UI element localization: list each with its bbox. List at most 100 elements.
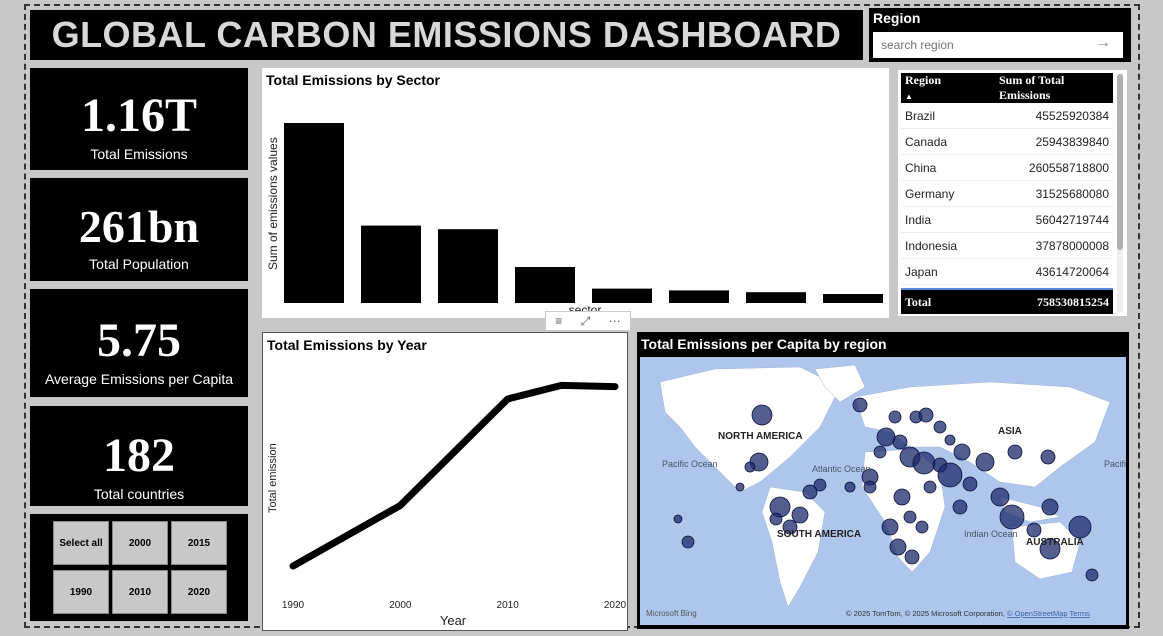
- map-bubble[interactable]: [881, 518, 899, 536]
- per-capita-map[interactable]: Total Emissions per Capita by region NOR…: [637, 332, 1129, 629]
- sector-chart-svg: Sum of emissions values sector: [266, 123, 883, 317]
- sector-bar-chart[interactable]: Total Emissions by Sector Sum of emissio…: [262, 68, 889, 318]
- map-bubble[interactable]: [975, 452, 995, 472]
- region-search-slicer: Region →: [869, 8, 1131, 62]
- map-bubble[interactable]: [751, 404, 773, 426]
- map-bubble[interactable]: [802, 484, 818, 500]
- map-bubble[interactable]: [888, 410, 902, 424]
- sector-bar[interactable]: [361, 225, 421, 303]
- map-canvas[interactable]: NORTH AMERICA SOUTH AMERICA ASIA AUSTRAL…: [640, 357, 1126, 625]
- map-bubble[interactable]: [912, 451, 936, 475]
- filter-icon[interactable]: ≡: [555, 314, 563, 328]
- map-bubble[interactable]: [873, 445, 887, 459]
- focus-mode-icon[interactable]: ⤢: [580, 313, 591, 328]
- region-emissions-table[interactable]: Region ▲ Sum of Total Emissions Brazil 455…: [898, 70, 1127, 316]
- cell-value: 37878000008: [995, 232, 1113, 259]
- more-options-icon[interactable]: ⋯: [608, 314, 621, 328]
- map-label-north-america: NORTH AMERICA: [718, 431, 803, 442]
- sector-bar[interactable]: [746, 292, 806, 303]
- table-row[interactable]: Germany 31525680080: [901, 180, 1113, 207]
- map-bubble[interactable]: [769, 512, 783, 526]
- map-bubble[interactable]: [918, 407, 934, 423]
- total-value: 758530815254: [1037, 294, 1109, 309]
- map-bubble[interactable]: [1085, 568, 1099, 582]
- map-bubble[interactable]: [893, 488, 911, 506]
- year-line-chart[interactable]: Total Emissions by Year Total emission 1…: [262, 332, 628, 631]
- map-bubble[interactable]: [1041, 498, 1059, 516]
- column-header-region[interactable]: Region ▲: [901, 73, 995, 103]
- year-slicer: Select all 2000 2015 1990 2010 2020: [30, 514, 248, 621]
- map-bubble[interactable]: [681, 535, 695, 549]
- map-bubble[interactable]: [915, 520, 929, 534]
- map-bubble[interactable]: [990, 487, 1010, 507]
- year-button-2010[interactable]: 2010: [112, 570, 168, 614]
- map-bubble[interactable]: [904, 549, 920, 565]
- year-button-2020[interactable]: 2020: [171, 570, 227, 614]
- map-bubble[interactable]: [962, 476, 978, 492]
- map-bubble[interactable]: [1026, 522, 1042, 538]
- table-row[interactable]: India 56042719744: [901, 206, 1113, 233]
- map-bubble[interactable]: [953, 443, 971, 461]
- kpi-value: 182: [103, 429, 175, 482]
- year-button-select-all[interactable]: Select all: [53, 521, 109, 565]
- sector-bar[interactable]: [438, 229, 498, 303]
- map-label-australia: AUSTRALIA: [1026, 537, 1084, 548]
- map-bubble[interactable]: [844, 481, 856, 493]
- table-row[interactable]: Japan 43614720064: [901, 258, 1113, 285]
- sector-bar[interactable]: [284, 123, 344, 303]
- map-bubble[interactable]: [735, 482, 745, 492]
- page-title: GLOBAL CARBON EMISSIONS DASHBOARD: [30, 10, 863, 60]
- column-header-sum[interactable]: Sum of Total Emissions: [995, 73, 1113, 103]
- sector-bar[interactable]: [669, 290, 729, 303]
- scrollbar-thumb[interactable]: [1117, 74, 1123, 250]
- map-bubble[interactable]: [889, 538, 907, 556]
- greenland-land: [814, 364, 866, 403]
- map-bubble[interactable]: [923, 480, 937, 494]
- year-button-1990[interactable]: 1990: [53, 570, 109, 614]
- year-button-2015[interactable]: 2015: [171, 521, 227, 565]
- map-bubble[interactable]: [876, 427, 896, 447]
- kpi-label: Total countries: [93, 486, 185, 502]
- table-row[interactable]: Indonesia 37878000008: [901, 232, 1113, 259]
- table-row[interactable]: Canada 25943839840: [901, 128, 1113, 155]
- region-slicer-label: Region: [873, 10, 921, 26]
- region-search-input[interactable]: [873, 32, 1123, 58]
- kpi-label: Total Population: [89, 256, 189, 272]
- map-bubble[interactable]: [999, 504, 1025, 530]
- map-bubble[interactable]: [673, 514, 683, 524]
- cell-region: Japan: [901, 258, 995, 285]
- map-bubble[interactable]: [791, 506, 809, 524]
- map-bubble[interactable]: [952, 499, 968, 515]
- kpi-value: 1.16T: [80, 89, 197, 142]
- map-bubble[interactable]: [782, 519, 798, 535]
- table-scrollbar[interactable]: [1117, 74, 1123, 312]
- sector-bar[interactable]: [592, 288, 652, 303]
- osm-link[interactable]: © OpenStreetMap: [1007, 609, 1068, 618]
- map-bubble[interactable]: [1068, 515, 1092, 539]
- table-row[interactable]: China 260558718800: [901, 154, 1113, 181]
- terms-link[interactable]: Terms: [1070, 609, 1091, 618]
- map-bubble[interactable]: [944, 434, 956, 446]
- map-bubble[interactable]: [903, 510, 917, 524]
- map-bubble[interactable]: [813, 478, 827, 492]
- cell-value: 56042719744: [995, 206, 1113, 233]
- map-bubble[interactable]: [1040, 449, 1056, 465]
- map-bubble[interactable]: [937, 462, 963, 488]
- map-bubble[interactable]: [1007, 444, 1023, 460]
- map-bubble[interactable]: [744, 461, 756, 473]
- sector-bar[interactable]: [823, 294, 883, 303]
- map-bubble[interactable]: [852, 397, 868, 413]
- map-bubble[interactable]: [863, 480, 877, 494]
- year-button-2000[interactable]: 2000: [112, 521, 168, 565]
- sort-ascending-icon[interactable]: ▲: [905, 92, 913, 101]
- table-row[interactable]: Brazil 45525920384: [901, 103, 1113, 129]
- kpi-label: Average Emissions per Capita: [44, 371, 234, 387]
- map-bubble[interactable]: [933, 420, 947, 434]
- cell-region: Brazil: [901, 103, 995, 129]
- map-bubble[interactable]: [892, 434, 908, 450]
- kpi-total-countries: 182 Total countries: [30, 406, 248, 506]
- chart-title: Total Emissions by Year: [267, 337, 427, 353]
- arrow-right-icon[interactable]: →: [1095, 34, 1111, 51]
- sector-bar[interactable]: [515, 267, 575, 303]
- map-bubble[interactable]: [1039, 538, 1061, 560]
